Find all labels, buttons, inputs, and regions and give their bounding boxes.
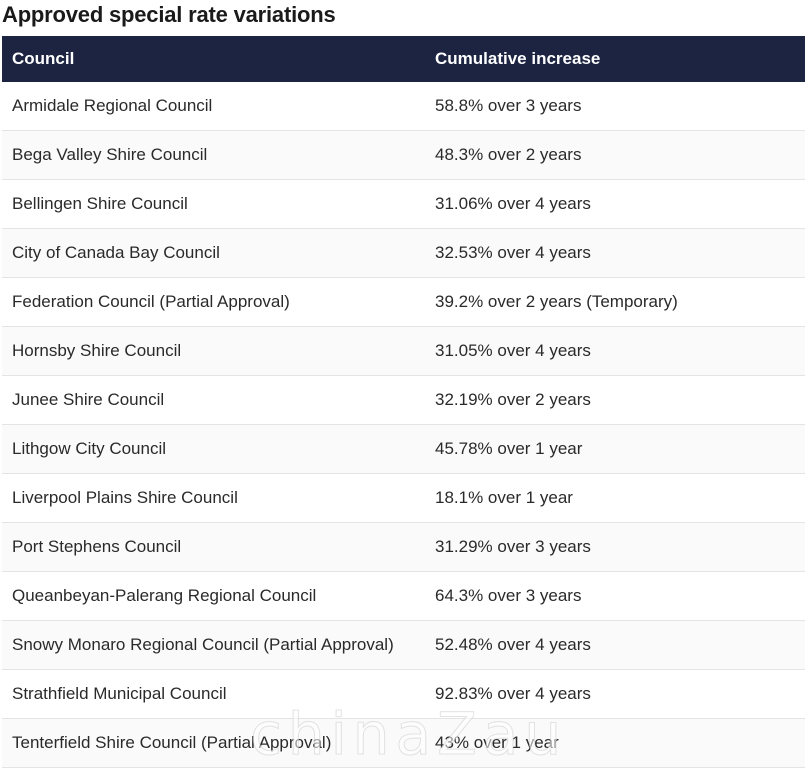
column-header-cumulative-increase: Cumulative increase [435, 49, 601, 68]
table-row: Lithgow City Council 45.78% over 1 year [2, 425, 805, 474]
council-name-cell: Lithgow City Council [12, 439, 167, 458]
cumulative-increase-cell: 48.3% over 2 years [435, 145, 582, 164]
cumulative-increase-cell: 31.29% over 3 years [435, 537, 591, 556]
cumulative-increase-cell: 39.2% over 2 years (Temporary) [435, 292, 678, 311]
council-name-cell: Queanbeyan-Palerang Regional Council [12, 586, 317, 605]
column-header-council: Council [12, 49, 75, 68]
cumulative-increase-cell: 32.53% over 4 years [435, 243, 591, 262]
cumulative-increase-cell: 58.8% over 3 years [435, 96, 582, 115]
council-name-cell: Tenterfield Shire Council (Partial Appro… [12, 733, 332, 752]
council-name-cell: Bega Valley Shire Council [12, 145, 208, 164]
council-name-cell: Snowy Monaro Regional Council (Partial A… [12, 635, 394, 654]
council-name-cell: Strathfield Municipal Council [12, 684, 227, 703]
table-row: Bellingen Shire Council 31.06% over 4 yea… [2, 180, 805, 229]
rate-variations-table: Council Cumulative increase Armidale Reg… [2, 36, 805, 768]
council-name-cell: Federation Council (Partial Approval) [12, 292, 290, 311]
cumulative-increase-cell: 64.3% over 3 years [435, 586, 582, 605]
council-name-cell: Port Stephens Council [12, 537, 182, 556]
table-row: Hornsby Shire Council 31.05% over 4 years [2, 327, 805, 376]
cumulative-increase-cell: 31.06% over 4 years [435, 194, 591, 213]
table-row: City of Canada Bay Council 32.53% over 4 … [2, 229, 805, 278]
table-row: Federation Council (Partial Approval) 39.… [2, 278, 805, 327]
council-name-cell: Hornsby Shire Council [12, 341, 182, 360]
table-row: Snowy Monaro Regional Council (Partial A… [2, 621, 805, 670]
table-row: Queanbeyan-Palerang Regional Council 64.3… [2, 572, 805, 621]
table-row: Port Stephens Council 31.29% over 3 years [2, 523, 805, 572]
table-row: Strathfield Municipal Council 92.83% over… [2, 670, 805, 719]
table-header-row: Council Cumulative increase [2, 36, 805, 82]
council-name-cell: Liverpool Plains Shire Council [12, 488, 238, 507]
cumulative-increase-cell: 92.83% over 4 years [435, 684, 591, 703]
council-name-cell: Armidale Regional Council [12, 96, 213, 115]
table-row: Armidale Regional Council 58.8% over 3 ye… [2, 82, 805, 131]
council-name-cell: Bellingen Shire Council [12, 194, 188, 213]
table-row: Junee Shire Council 32.19% over 2 years [2, 376, 805, 425]
cumulative-increase-cell: 32.19% over 2 years [435, 390, 591, 409]
table-row: Bega Valley Shire Council 48.3% over 2 ye… [2, 131, 805, 180]
cumulative-increase-cell: 45.78% over 1 year [435, 439, 583, 458]
cumulative-increase-cell: 18.1% over 1 year [435, 488, 573, 507]
table-body: Armidale Regional Council 58.8% over 3 ye… [2, 82, 805, 768]
cumulative-increase-cell: 31.05% over 4 years [435, 341, 591, 360]
council-name-cell: City of Canada Bay Council [12, 243, 220, 262]
page-title: Approved special rate variations [2, 2, 336, 27]
table-row: Liverpool Plains Shire Council 18.1% over… [2, 474, 805, 523]
council-name-cell: Junee Shire Council [12, 390, 165, 409]
cumulative-increase-cell: 52.48% over 4 years [435, 635, 591, 654]
cumulative-increase-cell: 43% over 1 year [435, 733, 559, 752]
table-row: Tenterfield Shire Council (Partial Appro… [2, 719, 805, 768]
